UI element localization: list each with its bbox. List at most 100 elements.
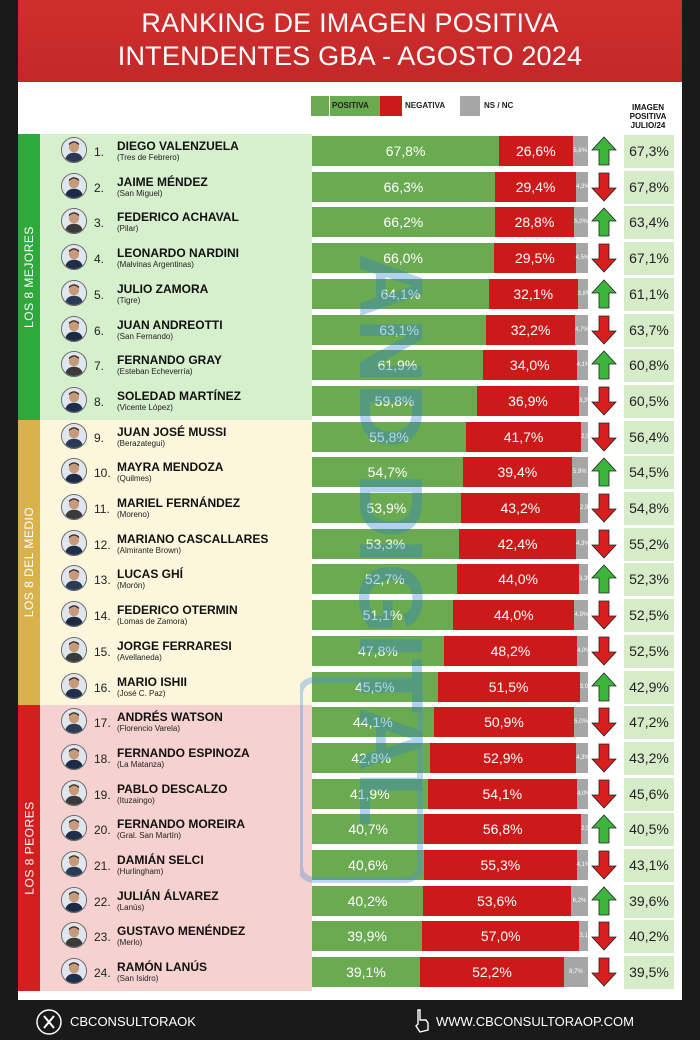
data-label-nsnc: 4,1% <box>576 362 591 369</box>
bar-nsnc <box>576 850 588 880</box>
data-label-positiva: 40,6% <box>348 857 388 873</box>
legend-label-negativa: NEGATIVA <box>405 101 446 110</box>
bar-negativa <box>486 314 575 345</box>
district-name: (Merlo) <box>117 938 143 948</box>
x-logo-icon[interactable] <box>36 1009 62 1035</box>
data-label-negativa: 52,2% <box>472 964 512 981</box>
avatar <box>61 458 87 485</box>
ranking-row: 2. JAIME MÉNDEZ (San Miguel) 66,3% 29,4% 4,3%… <box>0 170 700 206</box>
julio-value: 40,2% <box>629 928 669 945</box>
bar-positiva <box>312 243 495 274</box>
bar-nsnc <box>579 921 588 952</box>
data-label-nsnc: 4,9% <box>574 612 589 619</box>
data-label-nsnc: 4,3% <box>576 540 590 547</box>
bar-nsnc <box>570 885 588 916</box>
julio-value: 54,5% <box>629 464 669 481</box>
data-label-negativa: 56,8% <box>482 821 523 838</box>
julio-value: 39,6% <box>629 892 669 909</box>
arrow-up-icon <box>591 207 617 237</box>
julio-header-line1: IMAGEN <box>632 103 664 112</box>
mayor-name: LEONARDO NARDINI <box>117 246 239 261</box>
legend-label-positiva: POSITIVA <box>332 101 369 110</box>
district-name: (Ituzaingo) <box>117 795 155 805</box>
bar-positiva <box>312 564 458 595</box>
mayor-name: JUAN JOSÉ MUSSI <box>117 424 227 439</box>
data-label-nsnc: 2,9% <box>579 505 594 511</box>
mayor-name: MARIANO CASCALLARES <box>117 531 269 546</box>
julio-cell <box>624 777 674 811</box>
bar-negativa <box>494 171 577 202</box>
bar-negativa <box>430 742 577 773</box>
bar-positiva <box>312 885 423 916</box>
ranking-row: 22. JULIÁN ÁLVAREZ (Lanús) 40,2% 53,6% 6,2% 39… <box>0 884 700 920</box>
data-label-nsnc: 6,2% <box>572 897 587 904</box>
group-tab-2 <box>18 419 40 706</box>
arrow-up-icon <box>591 886 617 916</box>
bar-negativa <box>459 528 577 559</box>
bar-negativa <box>499 136 573 166</box>
data-label-nsnc: 5,0% <box>574 719 588 726</box>
district-name: (Florencio Varela) <box>117 724 180 734</box>
ranking-row: 7. FERNANDO GRAY (Esteban Echeverría) 61,9%… <box>0 348 700 384</box>
data-label-positiva: 53,9% <box>366 500 407 516</box>
mayor-name: ANDRÉS WATSON <box>117 710 223 725</box>
ranking-row: 19. PABLO DESCALZO (Ituzaingo) 41,9% 54,1% 4,… <box>0 777 700 813</box>
data-label-nsnc: 4,5% <box>575 255 590 262</box>
avatar <box>61 208 87 235</box>
ranking-row: 14. FEDERICO OTERMIN (Lomas de Zamora) 51,1… <box>0 598 700 634</box>
district-name: (Lanús) <box>117 902 145 912</box>
bar-nsnc <box>576 171 588 202</box>
arrow-down-icon <box>591 707 617 737</box>
mayor-name: MAYRA MENDOZA <box>117 460 224 475</box>
bar-negativa <box>424 850 577 880</box>
julio-value: 40,5% <box>629 821 669 838</box>
district-name: (Moreno) <box>117 510 150 519</box>
ranking-row: 9. JUAN JOSÉ MUSSI (Berazategui) 55,8% 41,7%… <box>0 420 700 456</box>
district-name: (Morón) <box>117 581 146 591</box>
ranking-row: 6. JUAN ANDREOTTI (San Fernando) 63,1% 32,2%… <box>0 313 700 349</box>
footer-website[interactable]: WWW.CBCONSULTORAOP.COM <box>436 1014 634 1029</box>
data-label-negativa: 43,2% <box>500 500 541 516</box>
bar-negativa <box>453 600 575 631</box>
data-label-negativa: 42,4% <box>497 535 538 552</box>
data-label-positiva: 41,9% <box>349 785 390 802</box>
bar-positiva <box>312 707 434 738</box>
julio-value: 43,1% <box>629 857 669 873</box>
rank-number: 17. <box>94 716 111 731</box>
data-label-positiva: 66,0% <box>383 250 423 267</box>
footer-handle[interactable]: CBCONSULTORAOK <box>70 1014 196 1029</box>
arrow-down-icon <box>591 315 617 345</box>
julio-value: 67,1% <box>629 250 669 267</box>
data-label-nsnc: 2,5% <box>581 826 595 833</box>
bar-positiva <box>312 528 460 559</box>
rank-number: 2. <box>94 180 105 195</box>
arrow-up-icon <box>591 279 617 309</box>
hand-pointer-icon <box>415 1009 429 1033</box>
title-line-1: RANKING DE IMAGEN POSITIVA <box>141 8 559 38</box>
bar-negativa <box>457 564 579 595</box>
julio-value: 61,1% <box>629 285 669 302</box>
data-label-negativa: 39,4% <box>497 464 538 481</box>
data-label-positiva: 67,8% <box>385 143 426 159</box>
bar-nsnc <box>572 136 588 166</box>
data-label-positiva: 47,8% <box>358 642 398 659</box>
rank-number: 20. <box>94 823 111 838</box>
avatar <box>61 815 87 842</box>
data-label-positiva: 64,1% <box>380 285 421 302</box>
mayor-name: LUCAS GHÍ <box>117 567 183 582</box>
data-label-negativa: 32,2% <box>510 321 551 338</box>
bar-negativa <box>437 671 580 702</box>
bar-positiva <box>312 671 438 702</box>
julio-value: 63,4% <box>629 214 669 231</box>
julio-cell <box>624 563 674 597</box>
bar-nsnc <box>581 421 588 452</box>
bar-negativa <box>427 778 577 809</box>
bar-nsnc <box>575 314 588 345</box>
data-label-nsnc: 2,5% <box>581 433 595 440</box>
bar-positiva <box>312 957 420 988</box>
arrow-up-icon <box>591 671 617 702</box>
data-label-nsnc: 3,3% <box>578 397 593 404</box>
julio-value: 60,5% <box>629 392 669 409</box>
bar-negativa <box>424 814 582 845</box>
julio-value: 60,8% <box>629 357 669 374</box>
